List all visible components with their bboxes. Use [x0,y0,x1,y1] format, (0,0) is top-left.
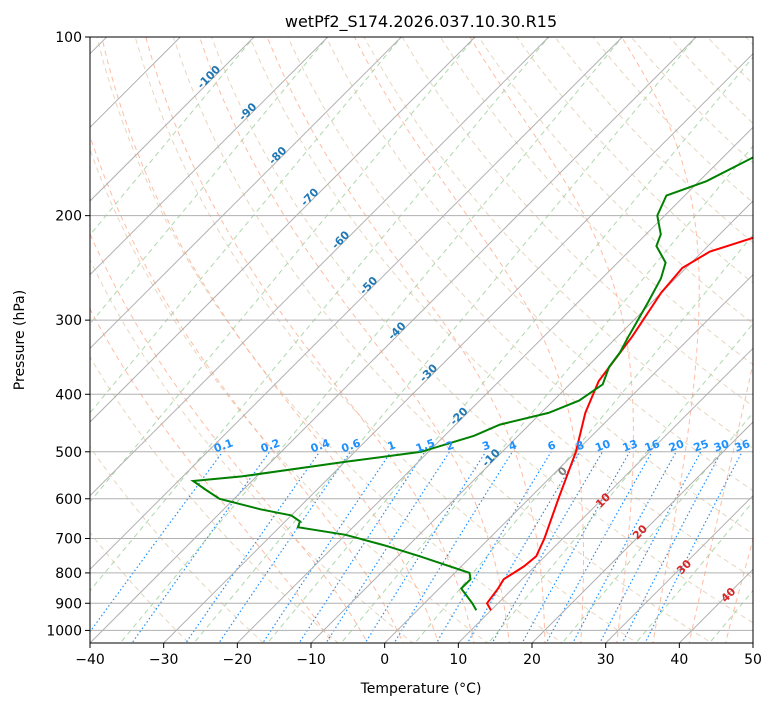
mixing-ratio-label: 8 [574,438,586,453]
mixing-ratio-label: 6 [546,438,558,453]
moist-adiabat [90,232,369,643]
x-tick-label: −10 [296,652,326,668]
moist-adiabat [101,37,440,643]
x-tick-label: 0 [380,652,389,668]
isotherm-line [90,37,550,497]
isotherm-line [90,37,623,571]
isotherm-line [90,37,329,276]
mixing-ratio-label: 13 [621,437,640,454]
isotherm-line [605,494,753,643]
y-tick-label: 200 [55,209,82,225]
moist-adiabat [621,37,700,643]
isotherm-line [90,37,697,643]
x-tick-label: 30 [597,652,615,668]
x-tick-label: −20 [223,652,253,668]
mixing-ratio-label: 4 [507,438,519,453]
moist-adiabat [353,37,584,643]
y-tick-label: 900 [55,596,82,612]
dewpoint-profile-line [190,156,753,611]
dry-adiabat [134,37,638,643]
isotherm-line [90,37,402,350]
chart-title: wetPf2_S174.2026.037.10.30.R15 [285,12,557,32]
plot-frame [89,36,754,644]
y-tick-label: 500 [55,445,82,461]
dry-adiabat [90,148,489,643]
isotherm-line [531,421,753,643]
y-tick-label: 600 [55,492,82,508]
moist-adiabat [199,37,510,643]
x-tick-label: 50 [744,652,762,668]
y-tick-label: 300 [55,313,82,329]
y-axis-title: Pressure (hPa) [12,290,28,390]
y-tick-label: 800 [55,566,82,582]
y-tick-label: 400 [55,387,82,403]
green-dashed-line [635,500,753,643]
green-dashed-line [708,589,753,643]
mixing-ratio-label: 10 [593,437,612,455]
x-tick-label: −40 [75,652,105,668]
x-tick-label: 40 [670,652,688,668]
mixing-ratio-label: 36 [733,437,752,455]
mixing-ratio-label: 2 [444,438,456,453]
isotherm-line [384,273,753,643]
y-tick-label: 1000 [46,623,82,639]
isotherm-line [90,37,476,423]
y-tick-label: 100 [55,30,82,46]
mixing-ratio-label: 1 [386,438,398,453]
x-tick-label: 20 [523,652,541,668]
mixing-ratio-label: 3 [480,438,492,453]
mixing-ratio-label: 25 [692,437,711,454]
moist-adiabat [469,37,634,643]
x-axis: −40 −30 −20 −10 0 10 20 30 40 50 [75,643,762,668]
dry-adiabat [96,37,564,643]
y-axis: 100 200 300 400 500 600 700 800 900 1000 [46,30,90,639]
moist-adiabat [90,134,404,643]
x-axis-title: Temperature (°C) [360,681,482,697]
x-tick-label: −30 [149,652,179,668]
dry-adiabat [90,258,414,643]
mixing-ratio-label: 1.5 [414,436,437,455]
mixing-ratio-label: 30 [712,437,731,455]
dry-adiabat [90,355,339,643]
mixing-ratio-label: 0.1 [212,436,235,455]
temperature-profile-line [485,236,753,611]
dry-adiabat [325,37,753,492]
mixing-ratio-label: 0.4 [309,436,332,455]
series-layer [190,156,753,611]
mixing-ratio-label: 20 [667,437,686,455]
y-tick-label: 700 [55,532,82,548]
x-tick-label: 10 [449,652,467,668]
isotherm-line [310,200,753,643]
isotherm-line [236,126,753,643]
background-lines [90,37,753,643]
dry-adiabat [439,37,753,366]
isotherm-line [457,347,753,643]
isotherm-line [90,37,255,202]
mixing-ratio-label: 16 [643,437,662,455]
mixing-ratio-label: 0.6 [340,436,363,455]
isotherm-line [163,52,753,643]
mixing-ratio-label: 0.2 [259,436,282,455]
